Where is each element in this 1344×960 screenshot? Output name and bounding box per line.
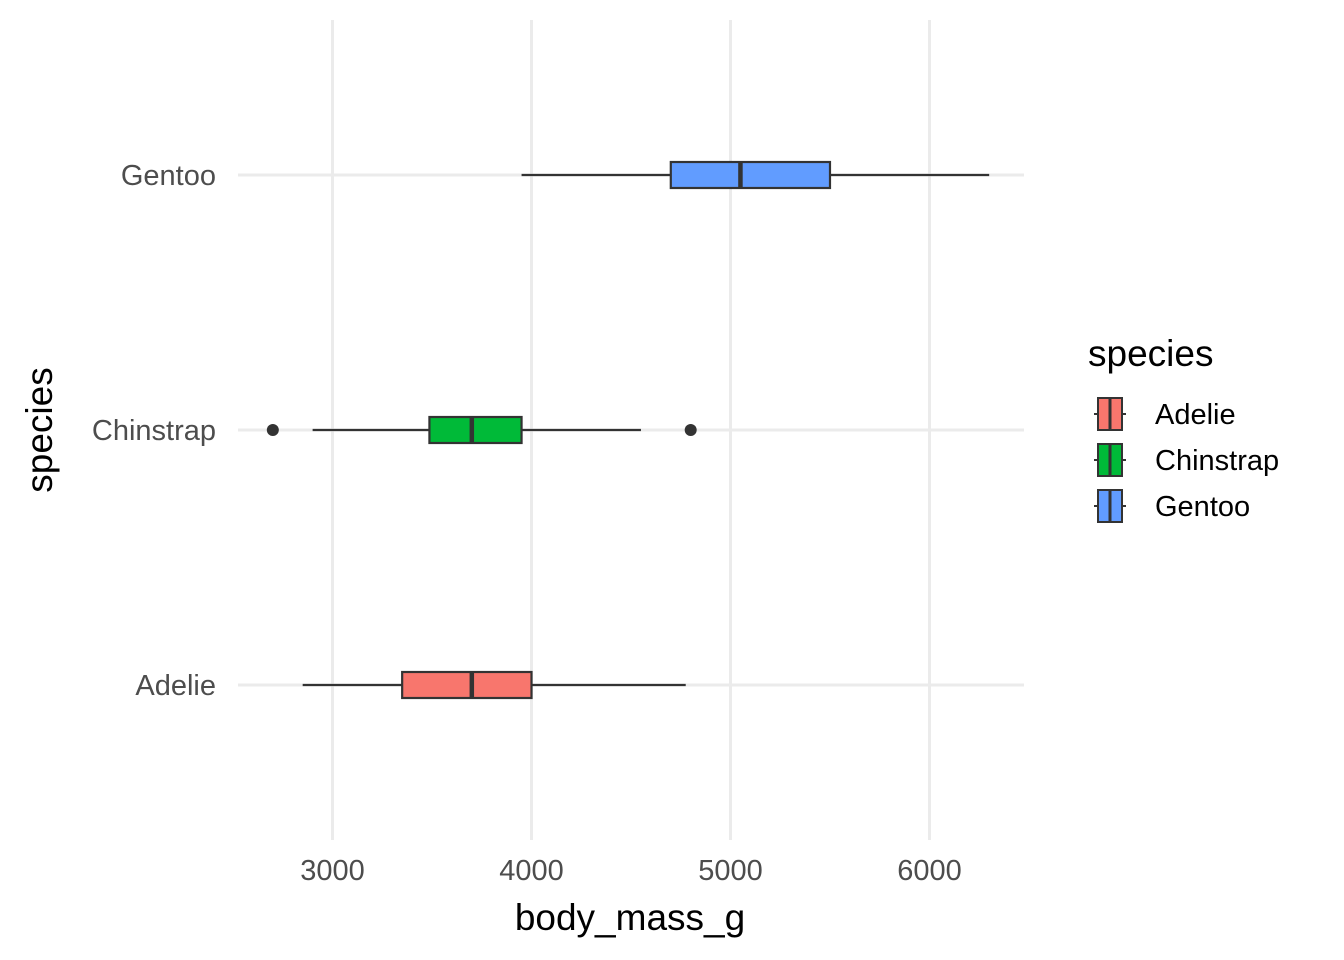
x-tick-label: 5000 — [698, 855, 763, 887]
box-adelie — [302, 670, 686, 700]
box-chinstrap — [266, 415, 697, 445]
x-tick-label: 3000 — [300, 855, 365, 887]
legend-label: Chinstrap — [1155, 445, 1279, 477]
box-iqr — [401, 670, 533, 700]
outlier-point — [266, 424, 279, 436]
legend: species Adelie Chinstrap Gentoo — [1088, 333, 1279, 523]
legend-item-chinstrap: Chinstrap — [1094, 443, 1279, 477]
x-axis-title: body_mass_g — [515, 897, 745, 938]
y-tick-label: Adelie — [135, 670, 216, 702]
box-iqr — [669, 160, 832, 190]
x-tick-labels: 3000 4000 5000 6000 — [300, 855, 961, 887]
legend-items: Adelie Chinstrap Gentoo — [1094, 397, 1279, 523]
y-tick-label: Chinstrap — [92, 415, 216, 447]
legend-item-adelie: Adelie — [1094, 397, 1236, 431]
y-tick-labels: Adelie Chinstrap Gentoo — [92, 160, 216, 702]
x-tick-label: 6000 — [897, 855, 962, 887]
legend-title: species — [1088, 333, 1213, 374]
legend-label: Adelie — [1155, 399, 1236, 431]
box-iqr — [428, 415, 523, 445]
legend-label: Gentoo — [1155, 491, 1250, 523]
outlier-point — [684, 424, 697, 436]
legend-item-gentoo: Gentoo — [1094, 489, 1250, 523]
y-tick-label: Gentoo — [121, 160, 216, 192]
y-axis-title: species — [19, 367, 60, 492]
box-gentoo — [521, 160, 990, 190]
x-tick-label: 4000 — [499, 855, 564, 887]
boxes — [266, 160, 990, 700]
